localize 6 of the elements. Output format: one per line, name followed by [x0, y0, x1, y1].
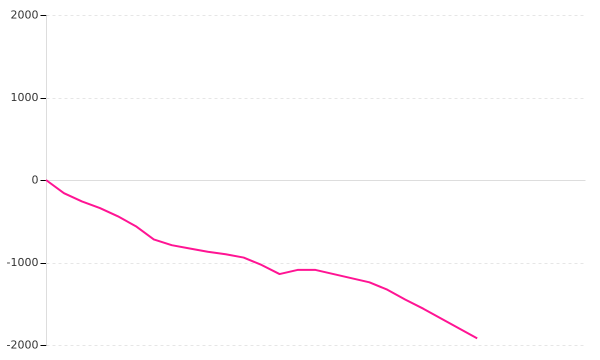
y-tick-label: 0: [32, 174, 38, 186]
y-tick-label: -2000: [6, 338, 38, 352]
y-tick-label: -1000: [6, 256, 38, 269]
y-tick-label: 1000: [10, 91, 38, 104]
line-series: [45, 179, 478, 340]
y-tick-label: 2000: [10, 8, 38, 22]
